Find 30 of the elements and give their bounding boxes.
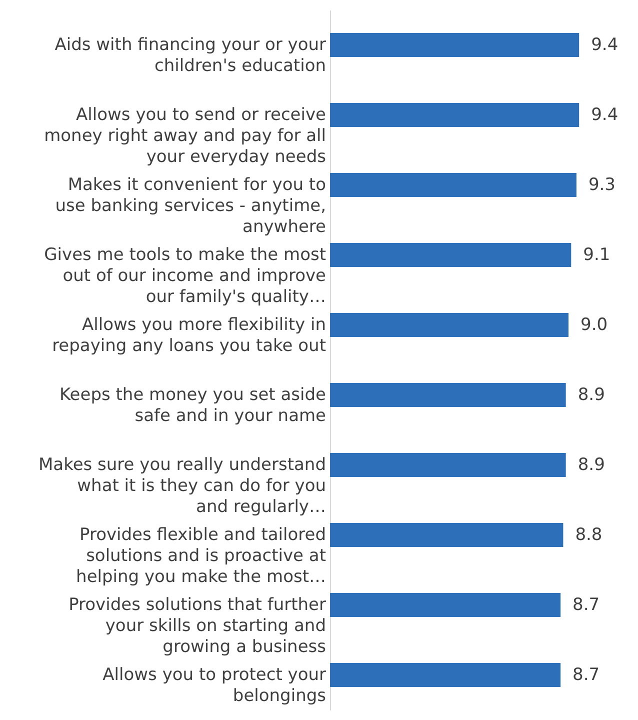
bar: [330, 33, 580, 57]
bar: [330, 103, 580, 127]
data-label: 8.7: [572, 595, 600, 615]
bar: [330, 663, 561, 687]
bar: [330, 243, 572, 267]
y-tick-label: Allows you to send or receive money right away and pay for all your everyday needs: [44, 105, 326, 167]
data-label: 8.9: [578, 385, 605, 405]
bar: [330, 593, 561, 617]
data-label: 9.0: [580, 315, 608, 335]
data-label: 8.7: [572, 665, 600, 685]
y-tick-label: Provides flexible and tailored solutions and is proactive at helping you make the most…: [76, 525, 326, 587]
bar: [330, 383, 566, 407]
y-tick-label: Gives me tools to make the most out of our income and improve our family's quality…: [44, 245, 326, 307]
y-tick-label: Allows you more flexibility in repaying any loans you take out: [52, 315, 326, 356]
y-tick-label: Allows you to protect your belongings: [102, 665, 326, 706]
data-label: 8.8: [575, 525, 602, 545]
y-tick-label: Makes it convenient for you to use banking services - anytime, anywhere: [55, 175, 326, 237]
data-label: 8.9: [578, 455, 605, 475]
data-label: 9.4: [591, 105, 618, 125]
y-tick-label: Makes sure you really understand what it is they can do for you and regularly…: [38, 455, 326, 517]
y-tick-label: Aids with financing your or your children's education: [54, 35, 326, 76]
bar: [330, 523, 564, 547]
bar: [330, 313, 568, 337]
y-tick-label: Provides solutions that further your skills on starting and growing a business: [68, 595, 326, 657]
bar: [330, 453, 566, 477]
bar: [330, 173, 576, 197]
data-label: 9.3: [588, 175, 616, 195]
data-label: 9.1: [583, 245, 610, 265]
y-tick-label: Keeps the money you set aside safe and in your name: [59, 385, 326, 426]
data-label: 9.4: [591, 35, 618, 55]
